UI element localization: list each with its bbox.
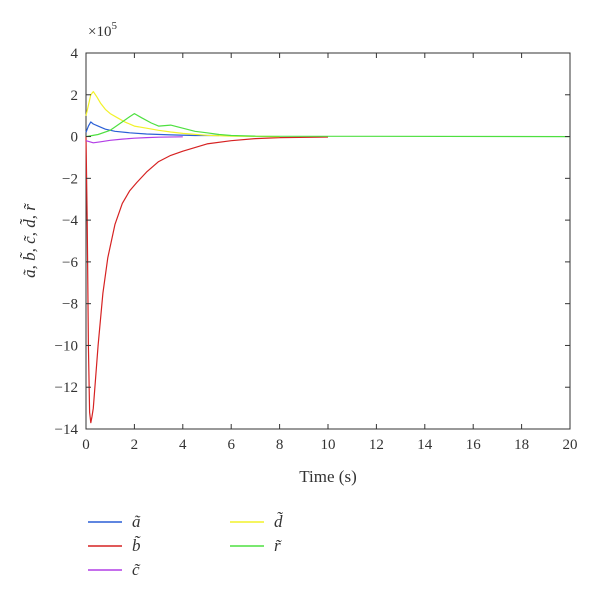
x-tick-label: 2 <box>131 437 139 453</box>
y-tick-label: −6 <box>62 255 78 271</box>
y-tick-label: −14 <box>55 422 79 438</box>
legend-label-4: r̃ <box>274 536 282 555</box>
x-tick-label: 6 <box>227 437 235 453</box>
x-tick-label: 4 <box>179 437 187 453</box>
y-tick-label: 0 <box>71 130 79 146</box>
series-line-4 <box>85 112 571 138</box>
series-line-1 <box>85 136 329 424</box>
x-tick-label: 10 <box>321 437 336 453</box>
series-line-2 <box>85 136 183 144</box>
series-layer <box>85 90 571 424</box>
x-tick-label: 8 <box>276 437 284 453</box>
y-tick-label: −10 <box>55 338 78 354</box>
x-tick-label: 18 <box>514 437 529 453</box>
y-exponent-label: ×105 <box>88 20 117 40</box>
x-tick-label: 14 <box>417 437 433 453</box>
x-tick-label: 0 <box>82 437 90 453</box>
y-axis-title: ã, b̃, c̃, d̃, r̃ <box>20 203 39 278</box>
legend-label-2: c̃ <box>132 560 141 579</box>
y-tick-label: 2 <box>71 88 79 104</box>
legend: ã b̃ c̃ d̃ r̃ <box>88 512 283 579</box>
legend-label-0: ã <box>132 512 141 531</box>
y-tick-label: 4 <box>71 46 79 62</box>
x-tick-label: 12 <box>369 437 384 453</box>
legend-label-1: b̃ <box>132 536 141 555</box>
series-line-3 <box>85 90 280 138</box>
legend-label-3: d̃ <box>274 512 283 531</box>
x-tick-label: 16 <box>466 437 482 453</box>
x-tick-label: 20 <box>563 437 578 453</box>
y-tick-label: −8 <box>62 297 78 313</box>
x-axis-title: Time (s) <box>299 467 356 486</box>
y-tick-label: −4 <box>62 213 78 229</box>
plot-area <box>85 52 571 430</box>
y-tick-label: −2 <box>62 171 78 187</box>
y-tick-label: −12 <box>55 380 78 396</box>
